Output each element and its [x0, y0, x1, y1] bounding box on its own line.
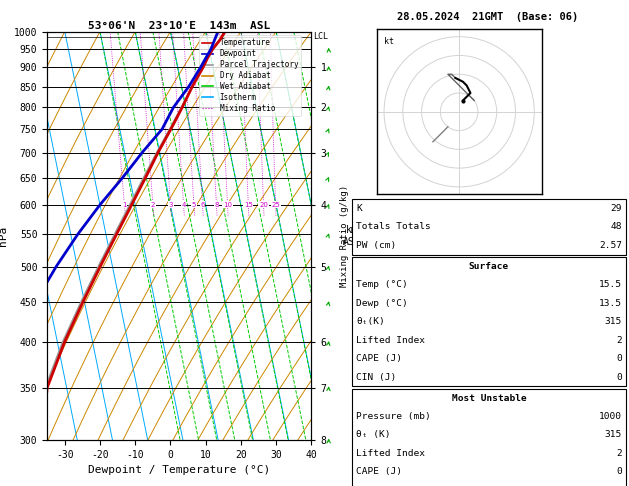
- Text: kt: kt: [384, 36, 394, 46]
- Text: 1000: 1000: [599, 412, 622, 421]
- Text: Lifted Index: Lifted Index: [356, 449, 425, 458]
- Text: 25: 25: [271, 202, 280, 208]
- Text: 2: 2: [151, 202, 155, 208]
- Text: Pressure (mb): Pressure (mb): [356, 412, 431, 421]
- Text: 5: 5: [192, 202, 196, 208]
- Text: 6: 6: [200, 202, 205, 208]
- Text: 2: 2: [616, 336, 622, 345]
- Legend: Temperature, Dewpoint, Parcel Trajectory, Dry Adiabat, Wet Adiabat, Isotherm, Mi: Temperature, Dewpoint, Parcel Trajectory…: [199, 35, 301, 116]
- Text: 0: 0: [616, 354, 622, 363]
- Text: Mixing Ratio (g/kg): Mixing Ratio (g/kg): [340, 185, 349, 287]
- Text: θₜ(K): θₜ(K): [356, 317, 385, 326]
- Text: θₜ (K): θₜ (K): [356, 431, 391, 439]
- Text: 1: 1: [122, 202, 126, 208]
- Text: 20: 20: [259, 202, 268, 208]
- Text: Surface: Surface: [469, 262, 509, 271]
- Text: 315: 315: [605, 431, 622, 439]
- Text: 0: 0: [616, 373, 622, 382]
- Text: 48: 48: [611, 223, 622, 231]
- Y-axis label: hPa: hPa: [0, 226, 8, 246]
- Text: 0: 0: [616, 468, 622, 476]
- Text: 4: 4: [181, 202, 186, 208]
- Y-axis label: km
ASL: km ASL: [342, 225, 360, 246]
- Text: 3: 3: [169, 202, 173, 208]
- Text: Most Unstable: Most Unstable: [452, 394, 526, 402]
- Text: 28.05.2024  21GMT  (Base: 06): 28.05.2024 21GMT (Base: 06): [397, 12, 578, 22]
- Text: Lifted Index: Lifted Index: [356, 336, 425, 345]
- Text: 2.57: 2.57: [599, 241, 622, 250]
- Text: K: K: [356, 204, 362, 213]
- Text: 315: 315: [605, 317, 622, 326]
- Text: CIN (J): CIN (J): [356, 373, 396, 382]
- Text: Totals Totals: Totals Totals: [356, 223, 431, 231]
- Text: Dewp (°C): Dewp (°C): [356, 299, 408, 308]
- Text: PW (cm): PW (cm): [356, 241, 396, 250]
- Text: 13.5: 13.5: [599, 299, 622, 308]
- Title: 53°06'N  23°10'E  143m  ASL: 53°06'N 23°10'E 143m ASL: [88, 21, 270, 31]
- Text: CAPE (J): CAPE (J): [356, 468, 402, 476]
- Text: 29: 29: [611, 204, 622, 213]
- X-axis label: Dewpoint / Temperature (°C): Dewpoint / Temperature (°C): [88, 465, 270, 475]
- Text: 10: 10: [223, 202, 232, 208]
- Text: 15.5: 15.5: [599, 280, 622, 289]
- Text: CAPE (J): CAPE (J): [356, 354, 402, 363]
- Text: 2: 2: [616, 449, 622, 458]
- Text: LCL: LCL: [313, 32, 328, 41]
- Text: 8: 8: [214, 202, 219, 208]
- Text: 15: 15: [244, 202, 253, 208]
- Text: Temp (°C): Temp (°C): [356, 280, 408, 289]
- Text: © weatheronline.co.uk: © weatheronline.co.uk: [435, 469, 540, 479]
